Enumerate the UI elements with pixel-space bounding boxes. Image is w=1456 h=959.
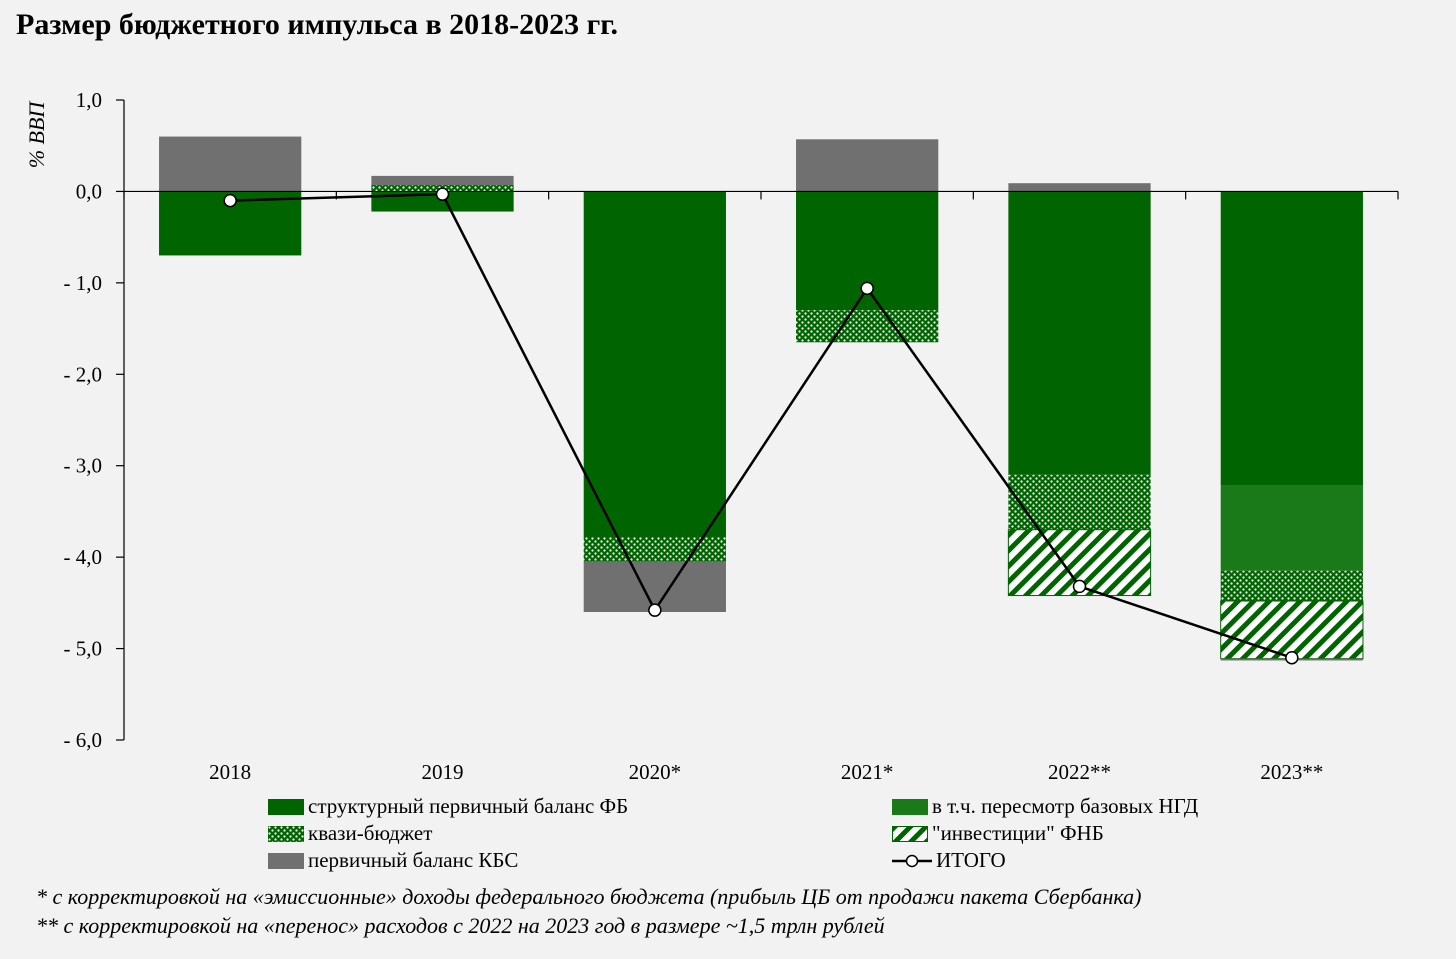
bar-segment [159, 136, 302, 192]
x-tick-label: 2022** [1048, 760, 1111, 784]
bar-segment [796, 139, 939, 192]
y-tick-label: - 4,0 [64, 545, 103, 569]
total-point [1285, 650, 1299, 665]
bar-segment [1008, 474, 1151, 530]
total-line [230, 192, 1293, 659]
bar-segment [371, 175, 514, 186]
y-tick-label: - 5,0 [64, 637, 103, 661]
y-tick-label: - 3,0 [64, 454, 103, 478]
x-tick-label: 2023** [1260, 760, 1323, 784]
bar-segment [1008, 191, 1151, 475]
y-tick-label: 1,0 [76, 88, 102, 112]
bar-segment [1220, 485, 1363, 571]
total-line-layer [223, 187, 1299, 665]
y-tick-label: - 1,0 [64, 271, 103, 295]
axes-layer [116, 99, 1399, 741]
footnotes: * с корректировкой на «эмиссионные» дохо… [36, 882, 1142, 940]
bar-segment [1220, 191, 1363, 486]
chart-title: Размер бюджетного импульса в 2018-2023 г… [16, 8, 619, 41]
total-point [1072, 579, 1087, 594]
x-tick-label: 2021* [841, 760, 894, 784]
y-axis-label: % ВВП [24, 101, 49, 169]
y-tick-label: 0,0 [76, 179, 102, 203]
total-point [648, 603, 662, 617]
bars-layer [159, 136, 1364, 661]
y-tick-label: - 6,0 [64, 728, 103, 752]
bar-segment [796, 310, 939, 343]
footnote-1: * с корректировкой на «эмиссионные» дохо… [36, 884, 1142, 909]
y-tick-label: - 2,0 [64, 362, 103, 386]
bar-segment [1220, 600, 1364, 660]
chart-plot: % ВВП 1,0 0,0 - 1,0 - 2,0 - 3,0 - 4,0 - 5,0 - 6… [24, 88, 1399, 784]
bar-segment [1220, 570, 1363, 602]
x-tick-label: 2019 [422, 760, 464, 784]
total-point [223, 193, 237, 208]
total-point [435, 187, 450, 201]
bar-segment [583, 537, 726, 562]
footnote-2: ** с корректировкой на «перенос» расходо… [36, 913, 885, 938]
total-point [860, 281, 874, 296]
labels-layer: 1,0 0,0 - 1,0 - 2,0 - 3,0 - 4,0 - 5,0 - 6,0 2018… [64, 88, 1324, 784]
x-tick-label: 2020* [629, 760, 682, 784]
x-tick-label: 2018 [209, 760, 251, 784]
bar-segment [1008, 183, 1151, 192]
bar-segment [583, 191, 726, 538]
